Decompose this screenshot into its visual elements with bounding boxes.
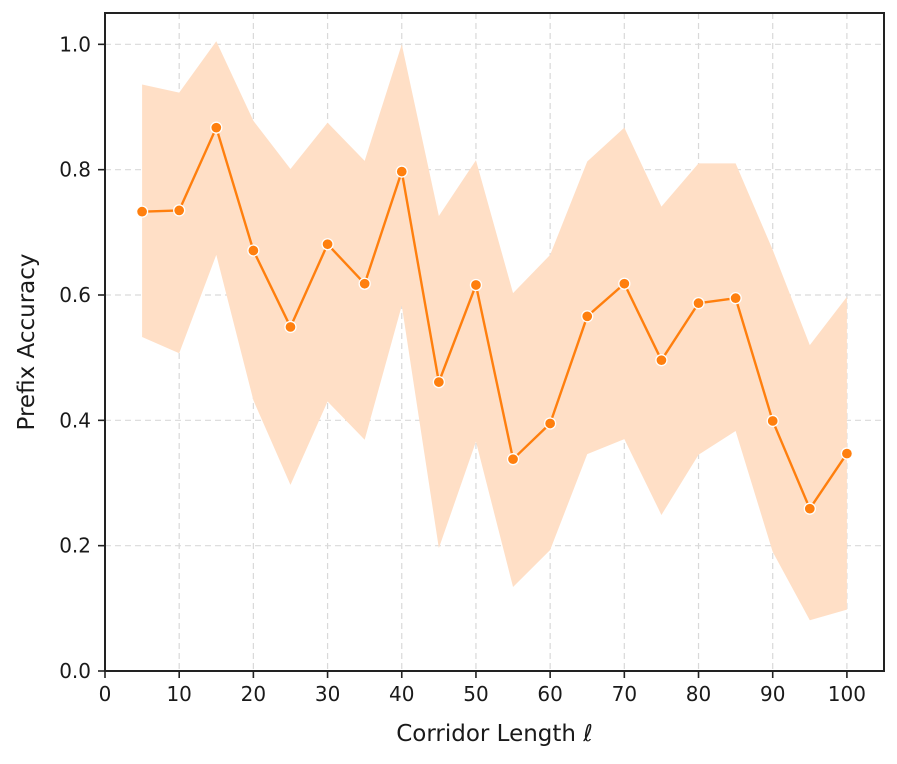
y-axis-label: Prefix Accuracy [14,254,40,431]
data-point [618,277,631,290]
x-tick-label: 80 [686,682,711,706]
series-line-layer [142,126,848,510]
data-point [173,204,186,217]
data-point [135,205,149,218]
data-point [543,417,557,430]
x-tick-label: 50 [463,682,488,706]
confidence-band [142,41,847,621]
x-tick-label: 40 [389,682,414,706]
data-point [692,296,705,310]
x-tick-label: 60 [537,682,562,706]
y-tick-label: 0.4 [59,408,91,432]
data-point [840,447,854,460]
y-tick-label: 0.8 [59,158,91,182]
plot-frame [104,12,885,672]
data-point [358,277,371,290]
data-point [321,238,334,251]
y-tick-label: 0.0 [59,659,91,683]
data-point [210,121,223,134]
data-point [469,278,483,292]
data-point [247,244,260,257]
data-point [729,291,742,305]
data-point [581,310,594,323]
data-point [284,320,297,334]
x-tick-label: 90 [760,682,785,706]
y-tick-label: 0.2 [59,534,91,558]
x-tick-label: 70 [612,682,637,706]
series-line [142,126,848,510]
data-point [432,375,446,389]
data-point [506,453,520,466]
data-point [395,165,408,178]
x-axis-label: Corridor Length ℓ [396,721,593,747]
x-tick-label: 20 [241,682,266,706]
data-point [766,414,779,428]
axis-ticks: 0 10 20 30 40 50 60 70 80 90 100 0.0 0.2 0.4 0.6 0.8 1.0 [59,32,866,706]
x-tick-label: 0 [99,682,112,706]
y-tick-label: 1.0 [59,32,91,56]
y-tick-label: 0.6 [59,283,91,307]
confidence-band-layer [142,41,847,621]
data-point [803,502,816,515]
x-tick-label: 30 [315,682,340,706]
x-tick-label: 100 [828,682,866,706]
data-point [655,354,668,367]
x-tick-label: 10 [166,682,191,706]
data-markers [135,121,854,515]
